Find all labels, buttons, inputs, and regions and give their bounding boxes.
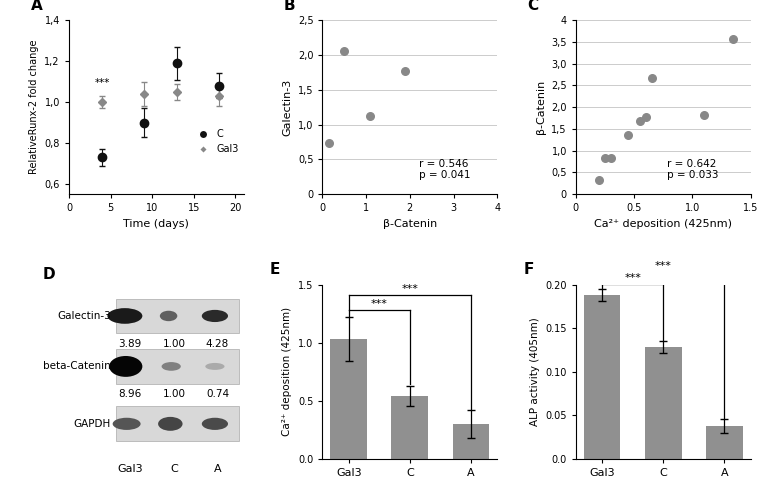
- Text: r = 0.546
p = 0.041: r = 0.546 p = 0.041: [418, 159, 470, 180]
- Text: Gal3: Gal3: [117, 464, 143, 474]
- Point: [622, 132, 634, 140]
- Point: [633, 117, 646, 125]
- Bar: [116, 406, 238, 441]
- Ellipse shape: [160, 311, 177, 321]
- Point: [646, 74, 658, 82]
- Ellipse shape: [113, 418, 141, 430]
- Bar: [706, 426, 743, 459]
- Ellipse shape: [107, 308, 142, 324]
- Text: E: E: [270, 262, 280, 277]
- X-axis label: Time (days): Time (days): [123, 219, 189, 229]
- Point: [640, 113, 652, 121]
- Text: Galectin-3: Galectin-3: [57, 311, 111, 321]
- Point: [604, 154, 617, 162]
- Ellipse shape: [158, 417, 182, 431]
- Point: [698, 111, 710, 119]
- X-axis label: Ca²⁺ deposition (425nm): Ca²⁺ deposition (425nm): [594, 219, 732, 229]
- Text: ***: ***: [624, 273, 641, 283]
- Text: C: C: [170, 464, 178, 474]
- Text: 1.00: 1.00: [162, 339, 185, 349]
- Bar: [453, 424, 489, 459]
- Point: [434, 2, 447, 10]
- X-axis label: β-Catenin: β-Catenin: [383, 219, 437, 229]
- Legend: C, Gal3: C, Gal3: [190, 125, 242, 158]
- Text: C: C: [527, 0, 538, 13]
- Bar: [330, 339, 367, 459]
- Text: 1.00: 1.00: [162, 389, 185, 399]
- Text: F: F: [523, 262, 534, 277]
- Ellipse shape: [201, 418, 228, 430]
- Text: 8.96: 8.96: [119, 389, 142, 399]
- Text: ***: ***: [655, 261, 672, 271]
- Bar: [116, 349, 238, 384]
- Point: [593, 176, 605, 184]
- Point: [399, 67, 411, 75]
- Point: [322, 139, 335, 147]
- Text: r = 0.642
p = 0.033: r = 0.642 p = 0.033: [666, 159, 719, 180]
- Text: ***: ***: [371, 299, 388, 309]
- Text: A: A: [31, 0, 42, 13]
- Y-axis label: RelativeRunx-2 fold change: RelativeRunx-2 fold change: [29, 40, 39, 174]
- Text: D: D: [43, 268, 55, 282]
- Bar: [116, 298, 238, 333]
- Ellipse shape: [109, 356, 142, 377]
- Bar: [391, 396, 428, 459]
- Bar: [584, 295, 620, 459]
- Y-axis label: ALP activity (405nm): ALP activity (405nm): [530, 317, 540, 426]
- Ellipse shape: [162, 362, 181, 371]
- Text: 3.89: 3.89: [119, 339, 142, 349]
- Ellipse shape: [205, 363, 224, 370]
- Text: B: B: [284, 0, 296, 13]
- Y-axis label: Galectin-3: Galectin-3: [282, 79, 292, 136]
- Y-axis label: β-Catenin: β-Catenin: [535, 80, 545, 134]
- Bar: [645, 347, 682, 459]
- Text: 0.74: 0.74: [206, 389, 229, 399]
- Text: GAPDH: GAPDH: [74, 419, 111, 429]
- Point: [365, 111, 377, 119]
- Text: A: A: [214, 464, 221, 474]
- Point: [727, 35, 739, 43]
- Point: [599, 154, 611, 162]
- Y-axis label: Ca²⁺ deposition (425nm): Ca²⁺ deposition (425nm): [283, 307, 293, 436]
- Text: beta-Catenin: beta-Catenin: [43, 361, 111, 371]
- Ellipse shape: [201, 310, 228, 322]
- Text: ***: ***: [401, 284, 418, 294]
- Text: 4.28: 4.28: [206, 339, 229, 349]
- Point: [338, 47, 350, 55]
- Text: ***: ***: [94, 78, 110, 88]
